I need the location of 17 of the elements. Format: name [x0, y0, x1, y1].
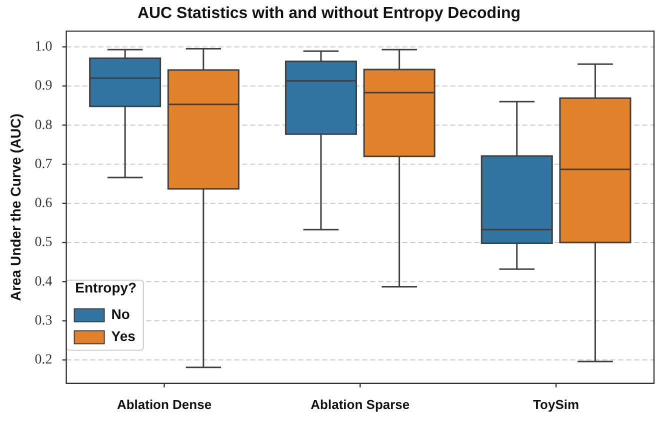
y-tick-label: 1.0	[34, 40, 52, 55]
x-tick-label: Ablation Sparse	[310, 396, 410, 412]
legend-label: No	[111, 306, 130, 322]
y-tick-label: 0.8	[34, 118, 52, 133]
x-tick-label: Ablation Dense	[116, 396, 212, 412]
y-tick-label: 0.9	[34, 78, 52, 94]
x-tick-label: ToySim	[533, 396, 580, 412]
y-tick-label: 0.4	[34, 274, 52, 290]
y-tick-label: 0.2	[34, 352, 52, 368]
legend-title: Entropy?	[75, 279, 137, 296]
y-tick-label: 0.3	[34, 313, 52, 328]
y-tick-label: 0.7	[34, 156, 52, 172]
y-tick-label: 0.5	[34, 235, 52, 250]
y-tick-label: 0.6	[34, 196, 52, 212]
y-axis-title: Area Under the Curve (AUC)	[7, 114, 24, 302]
chart-title: AUC Statistics with and without Entropy Decoding	[137, 5, 521, 22]
legend-label: Yes	[111, 328, 136, 344]
